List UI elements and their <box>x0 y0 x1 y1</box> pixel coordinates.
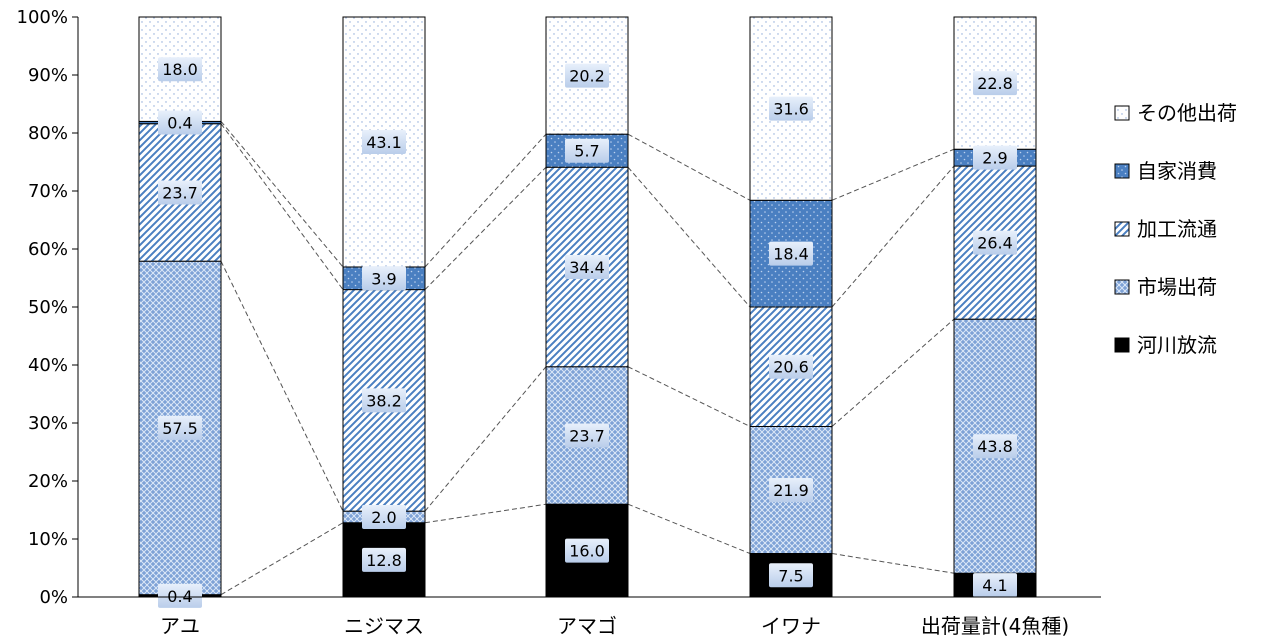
data-label: 18.4 <box>773 245 809 264</box>
data-label-background <box>362 547 406 572</box>
data-label: 7.5 <box>778 566 803 585</box>
legend-label: その他出荷 <box>1137 101 1237 125</box>
data-label: 12.8 <box>366 551 402 570</box>
series-connector-line <box>424 366 547 512</box>
data-label-background <box>769 477 813 502</box>
legend-swatch <box>1114 279 1130 295</box>
x-category-label: 出荷量計(4魚種) <box>921 614 1069 638</box>
y-tick-label: 90% <box>28 65 68 86</box>
series-connector-line <box>627 133 751 201</box>
legend-swatch <box>1114 221 1130 237</box>
data-label: 23.7 <box>569 426 605 445</box>
data-label-background <box>769 354 813 379</box>
data-label-background <box>565 254 609 279</box>
data-label: 34.4 <box>569 258 605 277</box>
data-label: 23.7 <box>162 183 198 202</box>
axes: 0% 10% 20% 30% 40% 50% 60% 70% 80% 90% 100% アユ ニジマス ア… <box>17 7 1101 638</box>
data-labels: 0.4 57.5 23.7 0.4 18.0 12.8 2.0 38.2 3.9 43.1 16.0… <box>158 57 1017 608</box>
data-label: 20.2 <box>569 67 605 86</box>
y-tick-label: 60% <box>28 239 68 260</box>
series-connector-line <box>220 123 344 290</box>
data-label-background <box>769 241 813 266</box>
data-label: 38.2 <box>366 391 402 410</box>
y-tick-label: 70% <box>28 181 68 202</box>
data-label: 5.7 <box>574 142 599 161</box>
data-label-background <box>973 230 1017 255</box>
legend-label: 河川放流 <box>1137 333 1217 357</box>
series-connector-line <box>627 366 751 427</box>
data-label-background <box>362 388 406 413</box>
legend-label: 市場出荷 <box>1137 275 1217 299</box>
data-label-background <box>158 415 202 440</box>
data-label-background <box>565 423 609 448</box>
data-label-background <box>565 63 609 88</box>
data-label: 43.8 <box>977 437 1013 456</box>
x-category-label: アマゴ <box>557 614 617 638</box>
series-connector-line <box>220 260 344 512</box>
series-connector-line <box>831 165 955 308</box>
data-label-background <box>362 266 406 291</box>
data-label-background <box>973 573 1017 598</box>
data-label-background <box>769 96 813 121</box>
y-tick-label: 30% <box>28 413 68 434</box>
data-label-background <box>565 538 609 563</box>
legend-swatch <box>1114 337 1130 353</box>
legend-swatch <box>1114 105 1130 121</box>
data-label: 2.9 <box>982 149 1007 168</box>
series-connector-line <box>424 166 547 290</box>
data-label-background <box>973 145 1017 170</box>
data-label: 43.1 <box>366 133 402 152</box>
bars <box>138 16 1037 598</box>
data-label: 3.9 <box>371 269 396 288</box>
series-connector-line <box>627 503 751 554</box>
series-connector-line <box>831 148 955 201</box>
series-connector-line <box>627 166 751 308</box>
data-label-background <box>565 138 609 163</box>
legend-swatch <box>1114 163 1130 179</box>
data-label-background <box>362 129 406 154</box>
y-tick-label: 0% <box>39 587 68 608</box>
data-label: 2.0 <box>371 508 396 527</box>
legend-label: 自家消費 <box>1137 159 1217 183</box>
series-connector-line <box>424 503 547 524</box>
connector-lines <box>220 121 955 596</box>
y-tick-label: 80% <box>28 123 68 144</box>
data-label: 57.5 <box>162 419 198 438</box>
x-category-label: アユ <box>160 614 200 638</box>
data-label: 4.1 <box>982 576 1007 595</box>
series-connector-line <box>220 522 344 596</box>
series-connector-line <box>831 553 955 574</box>
data-label-background <box>158 583 202 608</box>
series-connector-line <box>831 318 955 427</box>
y-tick-label: 100% <box>17 7 68 28</box>
series-connector-line <box>424 133 547 268</box>
data-label: 22.8 <box>977 74 1013 93</box>
data-label: 0.4 <box>167 587 192 606</box>
data-label: 20.6 <box>773 358 809 377</box>
data-label-background <box>158 180 202 205</box>
y-tick-label: 50% <box>28 297 68 318</box>
y-tick-label: 40% <box>28 355 68 376</box>
data-label-background <box>769 563 813 588</box>
data-label: 31.6 <box>773 100 809 119</box>
legend-label: 加工流通 <box>1137 217 1217 241</box>
x-category-label: ニジマス <box>344 614 424 638</box>
data-label-background <box>973 434 1017 459</box>
series-connector-line <box>220 121 344 268</box>
data-label-background <box>158 57 202 82</box>
data-label-background <box>973 71 1017 96</box>
y-tick-label: 10% <box>28 529 68 550</box>
data-label: 21.9 <box>773 481 809 500</box>
data-label-background <box>158 110 202 135</box>
data-label-background <box>362 504 406 529</box>
y-tick-label: 20% <box>28 471 68 492</box>
data-label: 26.4 <box>977 234 1013 253</box>
data-label: 16.0 <box>569 542 605 561</box>
data-label: 18.0 <box>162 60 198 79</box>
data-label: 0.4 <box>167 114 192 133</box>
x-category-label: イワナ <box>761 614 821 638</box>
